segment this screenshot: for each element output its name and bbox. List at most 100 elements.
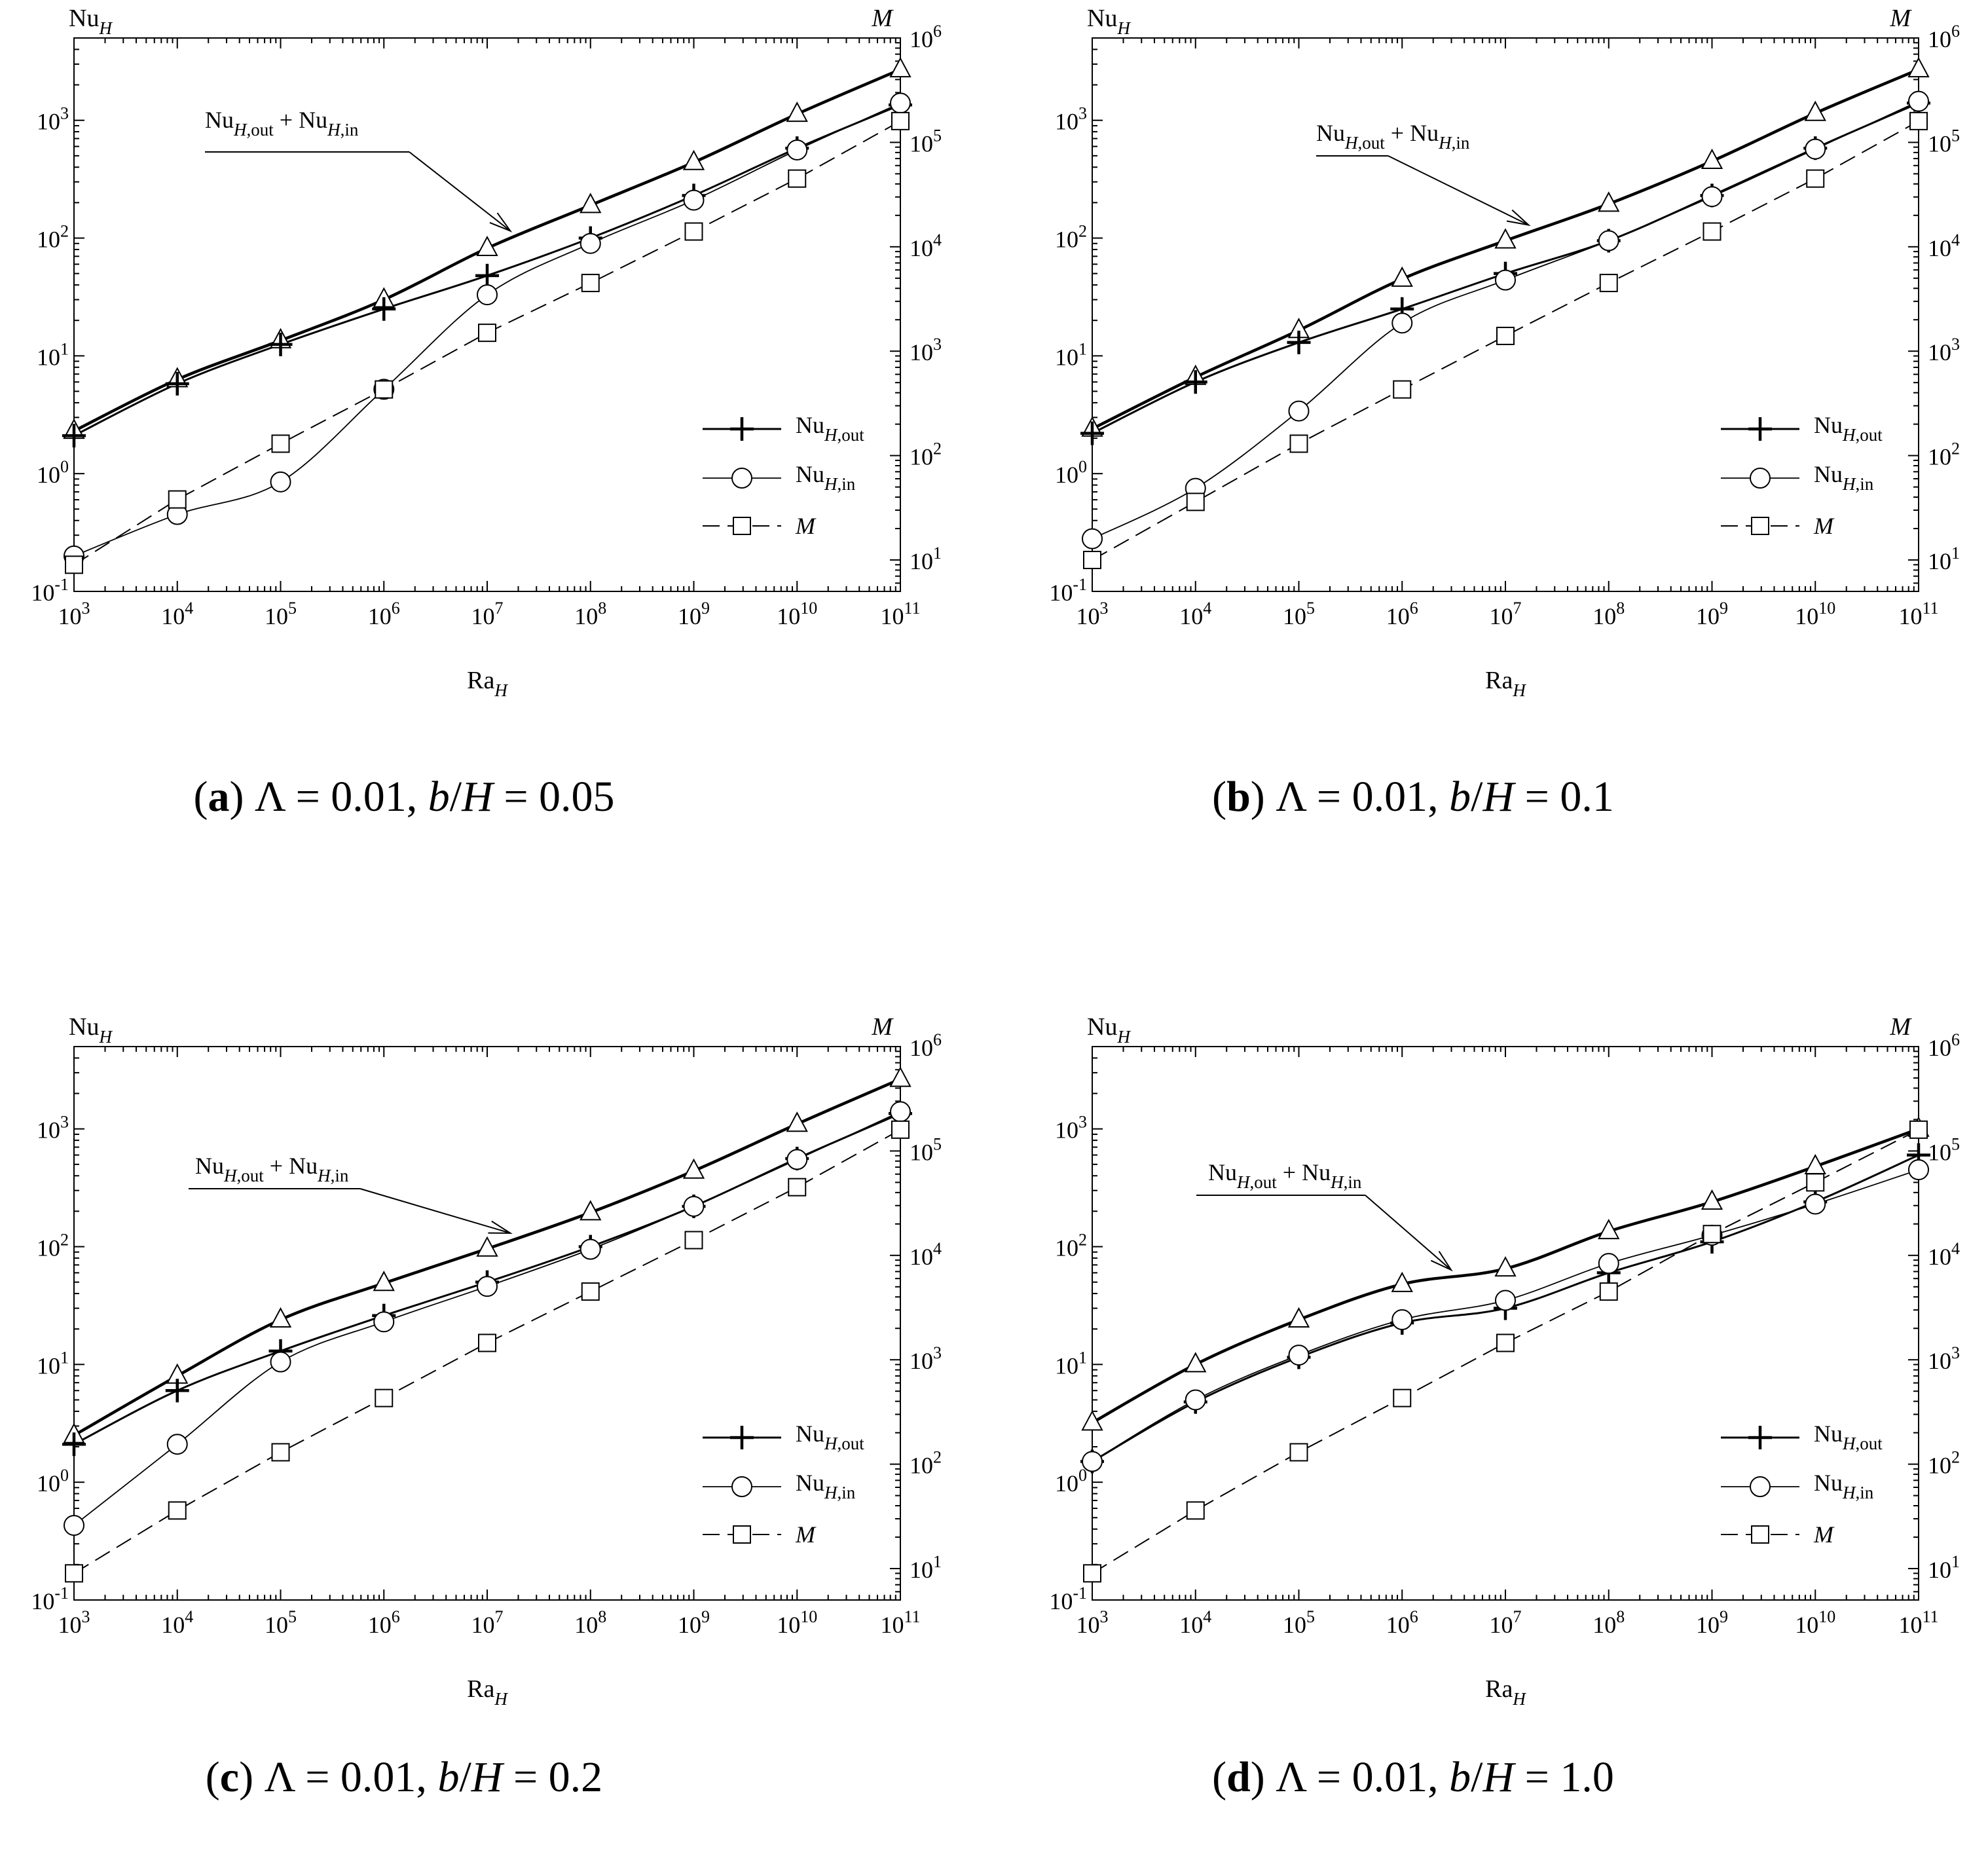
circle-marker — [786, 139, 808, 160]
y-axis-title: NuH — [1087, 5, 1131, 38]
y-axis-title: NuH — [69, 1013, 113, 1047]
triangle-marker — [889, 1066, 911, 1087]
y2-tick-label: 106 — [1928, 1030, 1960, 1061]
y2-tick-label: 101 — [910, 1552, 942, 1583]
legend-entry-1: NuH,in — [1721, 1470, 1874, 1502]
y2-axis-title: M — [871, 5, 894, 32]
square-marker — [1186, 1501, 1205, 1520]
y2-tick-label: 105 — [1928, 1134, 1960, 1165]
circle-marker — [270, 1351, 291, 1373]
series-m-line — [1092, 121, 1919, 561]
annotation-pointer — [409, 151, 511, 232]
x-tick-label: 104 — [161, 1607, 193, 1638]
y-tick-label: 102 — [1055, 222, 1087, 253]
circle-marker — [1805, 1193, 1826, 1215]
square-marker — [1806, 1173, 1825, 1192]
circle-marker — [477, 1276, 498, 1297]
x-axis-title: RaH — [1485, 1675, 1526, 1709]
x-tick-label: 103 — [58, 599, 90, 629]
legend-label: NuH,in — [796, 461, 856, 494]
triangle-marker — [1391, 266, 1413, 287]
square-marker — [891, 111, 910, 130]
legend-entry-2: M — [703, 513, 817, 539]
y2-tick-label: 101 — [910, 544, 942, 574]
y-tick-label: 101 — [1055, 1348, 1087, 1379]
legend-square-marker — [733, 517, 751, 535]
circle-marker — [1391, 1309, 1413, 1330]
y2-tick-label: 104 — [1928, 231, 1960, 261]
circle-marker — [683, 1195, 705, 1217]
x-tick-label: 104 — [161, 599, 193, 629]
legend-circle-marker — [731, 1476, 752, 1497]
square-marker — [65, 1564, 83, 1583]
circle-marker — [1185, 1389, 1206, 1411]
annotation-arrowhead — [1506, 209, 1531, 227]
x-tick-label: 1010 — [1795, 1607, 1835, 1638]
y2-axis-title: M — [871, 1013, 894, 1041]
y-tick-label: 100 — [1055, 457, 1087, 488]
legend-label: M — [795, 1521, 817, 1548]
y-tick-label: 10-1 — [1049, 1584, 1087, 1614]
x-tick-label: 104 — [1179, 599, 1211, 629]
square-marker — [788, 1178, 807, 1197]
series-nu-in-line — [1092, 100, 1919, 540]
y2-tick-label: 105 — [910, 1134, 942, 1165]
x-axis-title: RaH — [467, 1675, 508, 1709]
panel-caption-a: (a) Λ = 0.01, b/H = 0.05 — [193, 773, 614, 821]
plus-marker — [268, 332, 293, 356]
circle-marker — [1805, 138, 1826, 160]
annotation-pointer — [1388, 155, 1529, 226]
chart-panel-c: 103 104 105 106 107 108 109 1010 1011 10-1 100 101 1… — [31, 1013, 942, 1709]
legend-entry-0: NuH,out — [703, 412, 864, 445]
square-marker — [1393, 380, 1412, 399]
square-marker — [1703, 1225, 1721, 1244]
y2-tick-label: 104 — [910, 1239, 942, 1270]
x-tick-label: 106 — [368, 599, 400, 629]
y-tick-label: 100 — [37, 457, 69, 488]
y2-tick-label: 103 — [1928, 1343, 1960, 1374]
annotation-arrowhead — [489, 212, 513, 232]
panel-caption-d: (d) Λ = 0.01, b/H = 1.0 — [1212, 1753, 1614, 1801]
legend-label: M — [1813, 513, 1835, 539]
plot-frame — [73, 1046, 901, 1601]
x-axis-title: RaH — [1485, 667, 1526, 700]
x-tick-label: 106 — [1386, 1607, 1418, 1638]
x-axis-title: RaH — [467, 667, 508, 700]
plus-marker — [1287, 330, 1311, 354]
y2-tick-label: 106 — [1928, 22, 1960, 52]
x-tick-label: 108 — [574, 599, 606, 629]
x-tick-label: 109 — [678, 1607, 710, 1638]
square-marker — [1806, 169, 1825, 188]
square-marker — [478, 324, 496, 343]
x-tick-label: 103 — [58, 1607, 90, 1638]
triangle-marker — [682, 149, 705, 170]
legend-entry-0: NuH,out — [1721, 412, 1883, 445]
triangle-marker — [1391, 1271, 1413, 1292]
x-tick-label: 106 — [1386, 599, 1418, 629]
legend-label: M — [795, 513, 817, 539]
plus-marker — [1080, 421, 1104, 445]
circle-marker — [786, 1149, 808, 1170]
square-marker — [581, 1282, 600, 1301]
x-tick-label: 109 — [678, 599, 710, 629]
circle-marker — [1598, 230, 1619, 251]
legend-label: NuH,in — [1814, 1470, 1874, 1502]
annotation-arrowhead — [1430, 1250, 1453, 1272]
square-marker — [1703, 222, 1721, 241]
square-marker — [788, 169, 807, 188]
annotation-label: NuH,out + NuH,in — [1316, 120, 1470, 153]
circle-marker — [683, 189, 705, 211]
circle-marker — [1908, 90, 1929, 112]
triangle-marker — [1598, 191, 1620, 212]
triangle-marker — [1598, 1218, 1620, 1240]
y2-tick-label: 101 — [1928, 1552, 1960, 1583]
circle-marker — [64, 1515, 84, 1536]
plus-marker — [475, 263, 499, 288]
square-marker — [1909, 1120, 1928, 1139]
circle-marker — [890, 1101, 911, 1123]
triangle-marker — [682, 1158, 705, 1179]
x-tick-label: 1010 — [1795, 599, 1835, 629]
circle-marker — [580, 232, 601, 254]
annotation-pointer — [1365, 1195, 1452, 1271]
y-tick-label: 103 — [1055, 104, 1087, 135]
